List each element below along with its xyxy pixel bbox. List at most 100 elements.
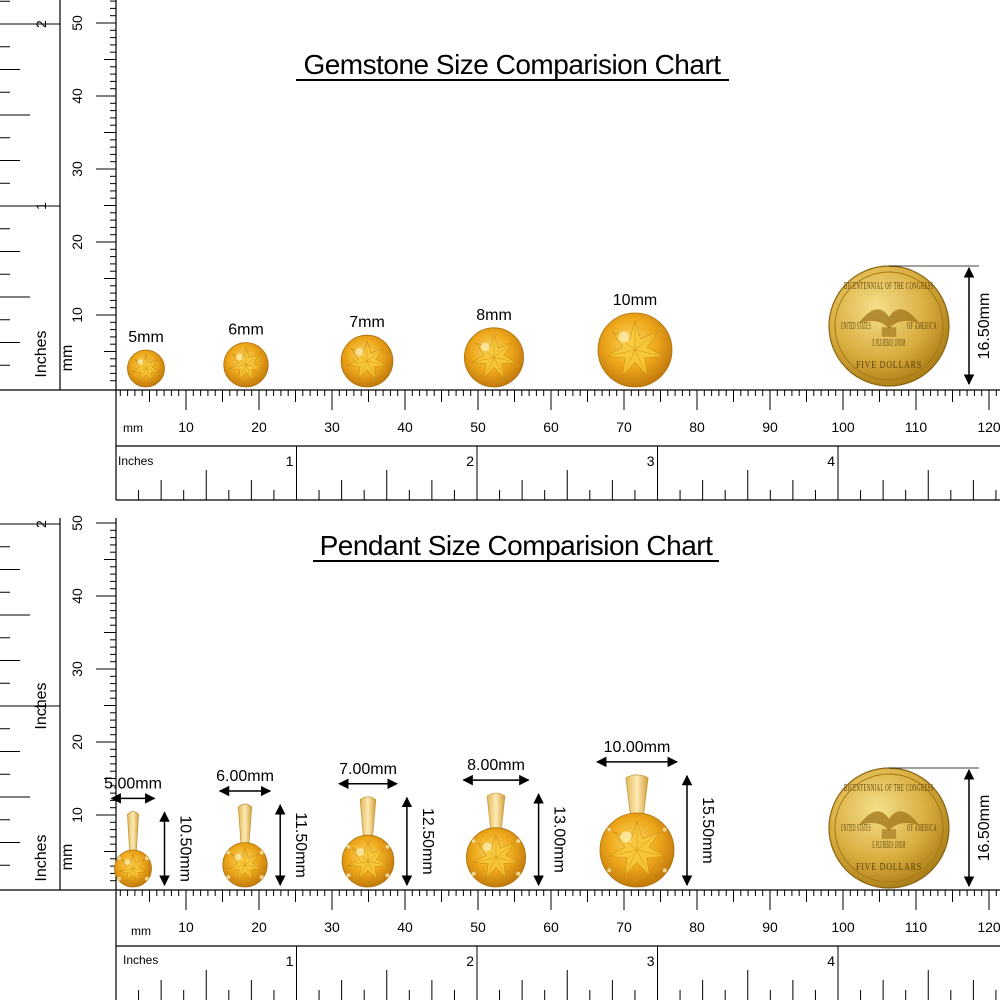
inch-tick-label: 3 xyxy=(647,453,655,469)
pendant-prong xyxy=(471,838,477,844)
coin-right-text: OF AMERICA xyxy=(907,321,937,332)
v-mm-tick-label: 20 xyxy=(69,234,85,250)
pendant-prong xyxy=(515,871,521,877)
pendant-prong xyxy=(259,874,265,880)
gem-size-label: 10mm xyxy=(613,292,657,309)
pendant-height-label: 13.00mm xyxy=(551,806,568,873)
pendant-height-label: 10.50mm xyxy=(177,815,194,882)
v-inch-tick-label: 1 xyxy=(33,702,49,710)
mm-tick-label: 30 xyxy=(324,919,340,935)
top-left-mm-label: mm xyxy=(59,345,76,372)
gem-facet-line xyxy=(624,849,638,877)
pendant-bail xyxy=(486,792,506,831)
pendant-gem xyxy=(599,812,675,888)
mm-tick-label: 100 xyxy=(831,419,855,435)
gem-facet-line xyxy=(367,860,377,880)
mm-tick-label: 90 xyxy=(762,419,778,435)
v-inch-tick-label: 2 xyxy=(33,520,49,528)
inch-tick-label: 2 xyxy=(466,953,474,969)
gem-facet-line xyxy=(366,348,383,362)
top-bottom-mm-label: mm xyxy=(123,421,143,435)
coin-dome xyxy=(881,327,897,337)
coin-top-text: BICENTENNIAL OF THE CONGRESS xyxy=(844,281,934,292)
mm-tick-label: 110 xyxy=(905,419,928,435)
mm-tick-label: 10 xyxy=(178,419,194,435)
inch-tick-label: 1 xyxy=(286,953,294,969)
gem-10mm xyxy=(597,312,673,388)
eagle-icon xyxy=(859,811,919,831)
pendant-prong xyxy=(662,827,668,833)
gem-facet-line xyxy=(606,349,636,357)
gem-facet-line xyxy=(145,368,161,372)
inch-tick-label: 4 xyxy=(827,453,835,469)
gem-highlight xyxy=(356,848,365,856)
gem-8mm xyxy=(463,327,524,388)
coin-motto-text: E PLURIBUS UNUM xyxy=(873,840,906,851)
bottom-pendants: 5.00mm 10.50mm 6.00mm 11.50mm 7.00mm 12.50mm 8… xyxy=(104,739,716,888)
gem-facet-line xyxy=(636,831,660,851)
gem-highlight xyxy=(620,831,632,843)
pendant-bail xyxy=(127,810,139,853)
pendant-prong xyxy=(225,850,231,856)
gem-facet-line xyxy=(367,848,384,862)
pendant-5.00mm: 5.00mm 10.50mm xyxy=(104,775,194,888)
gem-facet-line xyxy=(495,842,515,858)
pendant-gem xyxy=(465,827,526,888)
inch-tick-label: 1 xyxy=(286,453,294,469)
mm-tick-label: 90 xyxy=(762,919,778,935)
bottom-bottom-ruler: mm Inches 10 20 30 40 50 60 70 80 90 100 110 120 1 2 3… xyxy=(0,889,1000,1000)
eagle-icon xyxy=(859,309,919,329)
mm-tick-label: 120 xyxy=(977,919,1000,935)
v-mm-tick-label: 50 xyxy=(69,515,85,531)
v-mm-tick-label: 10 xyxy=(69,807,85,823)
inch-tick-label: 2 xyxy=(466,453,474,469)
pendant-prong xyxy=(384,872,390,878)
pendant-gem xyxy=(341,834,395,888)
gem-facet-line xyxy=(634,349,664,357)
gem-facet-line xyxy=(244,864,253,881)
pendant-prong xyxy=(384,844,390,850)
top-left-inches-label: Inches xyxy=(33,330,50,377)
gem-facet-line xyxy=(485,857,497,879)
gem-facet-line xyxy=(244,864,262,869)
gem-facet-line xyxy=(118,868,134,872)
bottom-left-mm-label: mm xyxy=(59,844,76,871)
coin-dim-label: 16.50mm xyxy=(976,293,993,360)
pendant-prong xyxy=(515,838,521,844)
bottom-coin: BICENTENNIAL OF THE CONGRESS UNITED STATE… xyxy=(828,767,993,889)
gem-facet-line xyxy=(495,857,507,879)
gem-facet-line xyxy=(608,849,638,857)
v-mm-tick-label: 40 xyxy=(69,588,85,604)
gem-facet-line xyxy=(636,849,666,857)
v-mm-tick-label: 30 xyxy=(69,161,85,177)
gem-facet-line xyxy=(229,364,247,369)
pendant-height-label: 15.50mm xyxy=(699,797,716,864)
mm-tick-label: 60 xyxy=(543,919,559,935)
gem-size-label: 7mm xyxy=(349,314,385,331)
gem-facet-line xyxy=(471,357,495,363)
v-mm-tick-label: 50 xyxy=(69,15,85,31)
gem-highlight xyxy=(137,359,144,365)
mm-tick-label: 30 xyxy=(324,419,340,435)
coin-rim xyxy=(834,271,944,381)
pendant-prong xyxy=(471,871,477,877)
gem-facet-line xyxy=(145,359,158,369)
bottom-panel: Pendant Size Comparision Chart mm Inches… xyxy=(0,515,1000,1000)
gem-facet-line xyxy=(366,360,387,366)
gem-facet-line xyxy=(132,868,148,872)
gem-facet-line xyxy=(245,364,263,369)
bottom-bottom-mm-label: mm xyxy=(131,924,151,938)
pendant-width-label: 8.00mm xyxy=(467,757,525,774)
gem-facet-line xyxy=(132,859,145,869)
bottom-left-inches-label: Inches xyxy=(33,834,50,881)
pendant-prong xyxy=(606,867,612,873)
v-mm-tick-label: 10 xyxy=(69,307,85,323)
pendant-width-label: 5.00mm xyxy=(104,775,162,792)
inch-tick-label: 4 xyxy=(827,953,835,969)
pendant-width-label: 10.00mm xyxy=(604,739,671,756)
gem-facet-line xyxy=(139,368,147,382)
gem-facet-line xyxy=(228,864,246,869)
pendant-prong xyxy=(144,876,150,882)
pendant-width-label: 7.00mm xyxy=(339,761,397,778)
